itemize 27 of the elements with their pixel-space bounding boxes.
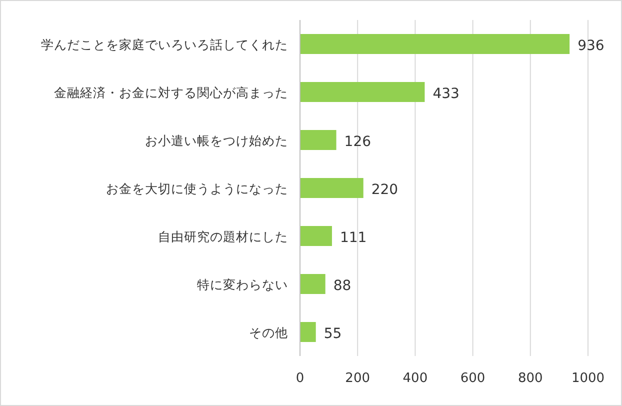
y-tick-label: その他: [249, 325, 288, 340]
y-tick-label: 自由研究の題材にした: [158, 229, 288, 244]
y-tick-label: 金融経済・お金に対する関心が高まった: [54, 85, 288, 100]
data-label: 220: [371, 182, 398, 198]
y-tick-label: お金を大切に使うようになった: [106, 181, 288, 196]
y-tick-label: 学んだことを家庭でいろいろ話してくれた: [41, 37, 288, 52]
data-label: 433: [432, 86, 460, 102]
bar: [300, 274, 326, 294]
data-label: 126: [344, 134, 372, 150]
x-tick-label: 1000: [571, 371, 605, 386]
bar: [300, 34, 570, 54]
data-label: 88: [333, 278, 352, 294]
x-tick-label: 800: [518, 371, 543, 386]
data-label: 111: [340, 230, 367, 246]
data-label: 936: [578, 38, 604, 54]
data-label: 55: [324, 326, 342, 342]
bar: [300, 82, 425, 102]
bar: [300, 226, 332, 246]
x-tick-label: 200: [345, 371, 370, 386]
bar: [300, 130, 336, 150]
x-tick-label: 400: [402, 371, 428, 386]
bar: [300, 178, 364, 198]
y-tick-label: お小遣い帳をつけ始めた: [145, 133, 288, 148]
x-tick-label: 0: [296, 371, 304, 386]
y-tick-label: 特に変わらない: [197, 277, 288, 292]
x-tick-label: 600: [460, 371, 486, 386]
bar: [300, 322, 316, 342]
